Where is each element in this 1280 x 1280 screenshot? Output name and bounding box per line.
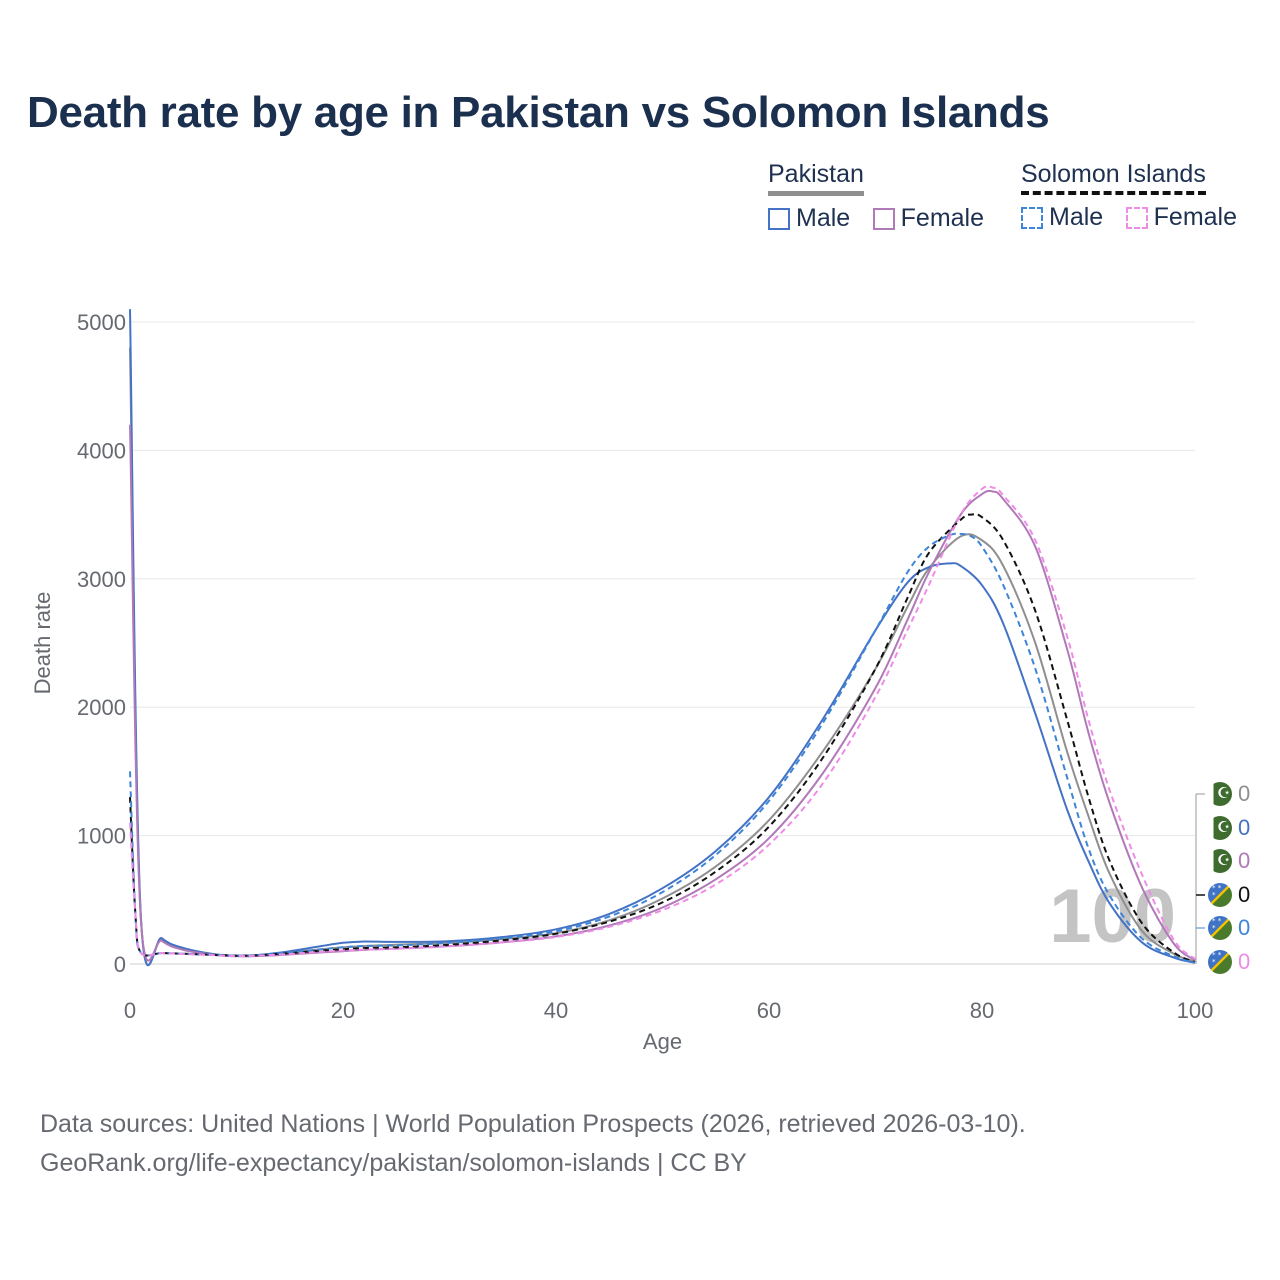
y-tick-label: 4000: [77, 438, 126, 463]
legend-group-title-pakistan: Pakistan: [768, 160, 864, 196]
end-value-label: 0: [1238, 948, 1251, 974]
y-tick-label: 1000: [77, 824, 126, 849]
y-axis-title: Death rate: [30, 592, 55, 695]
x-tick-label: 0: [124, 998, 136, 1023]
solomon-islands-flag-icon: * * *: [1208, 882, 1232, 907]
solomon-islands-flag-icon: * * *: [1208, 916, 1232, 940]
y-tick-label: 3000: [77, 567, 126, 592]
legend-label: Female: [900, 204, 985, 232]
legend-solomon-islands: Solomon Islands Male Female: [1021, 160, 1237, 234]
x-tick-label: 80: [970, 998, 994, 1023]
legend-group-title-solomon-islands: Solomon Islands: [1021, 160, 1206, 195]
source-link[interactable]: GeoRank.org/life-expectancy/pakistan/sol…: [40, 1149, 747, 1177]
legend-label: Male: [796, 204, 851, 232]
end-value-label: 0: [1238, 915, 1251, 940]
chart-title: Death rate by age in Pakistan vs Solomon…: [27, 88, 1050, 137]
end-value-label: 0: [1238, 848, 1251, 873]
x-tick-label: 60: [757, 998, 781, 1023]
legend-pakistan: Pakistan Male Female: [768, 160, 1002, 235]
legend-label: Female: [1153, 203, 1238, 231]
pakistan-flag-icon: ☪: [1208, 782, 1232, 806]
pakistan-flag-icon: ☪: [1208, 815, 1232, 840]
solomon-islands-flag-icon: * * *: [1208, 949, 1232, 974]
legend-swatch-solomon-female: [1125, 206, 1148, 229]
legend-swatch-pakistan-male: [768, 207, 790, 230]
end-value-label: 0: [1238, 881, 1251, 907]
end-value-label: 0: [1238, 814, 1251, 840]
legend-swatch-solomon-male: [1021, 206, 1043, 229]
series-line-sb-total: [129, 513, 1196, 964]
source-note: Data sources: United Nations | World Pop…: [40, 1110, 1026, 1138]
x-tick-label: 20: [331, 998, 355, 1023]
x-tick-label: 100: [1177, 998, 1214, 1023]
y-tick-label: 0: [114, 952, 126, 977]
year-watermark: 100: [1049, 874, 1176, 959]
legend-swatch-pakistan-female: [872, 207, 895, 230]
y-tick-label: 5000: [77, 310, 126, 335]
series-line-pk-female: [129, 424, 1196, 962]
y-tick-label: 2000: [77, 695, 126, 720]
end-value-label: 0: [1238, 781, 1251, 806]
legend-item-pakistan-male[interactable]: Male: [768, 204, 850, 233]
series-line-pk-male: [129, 309, 1196, 967]
legend-label: Male: [1049, 203, 1104, 231]
pakistan-flag-icon: ☪: [1208, 849, 1232, 873]
x-axis-title: Age: [643, 1029, 682, 1054]
legend-item-solomon-male[interactable]: Male: [1021, 203, 1103, 232]
x-tick-label: 40: [544, 998, 568, 1023]
legend-item-pakistan-female[interactable]: Female: [872, 204, 985, 233]
series-line-sb-female: [129, 485, 1196, 960]
footer: Data sources: United Nations | World Pop…: [40, 1105, 1026, 1183]
series-line-pk-total: [129, 347, 1196, 966]
legend-item-solomon-female[interactable]: Female: [1125, 203, 1238, 232]
